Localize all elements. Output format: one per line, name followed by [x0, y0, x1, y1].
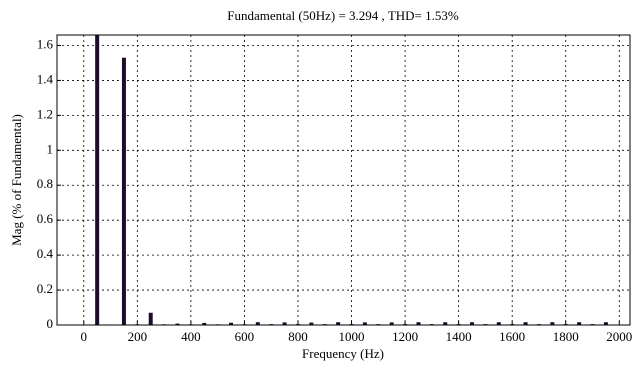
y-tick-label: 0.8: [37, 176, 53, 191]
x-tick-label: 1000: [339, 329, 365, 344]
bar: [362, 322, 367, 325]
bar: [282, 322, 287, 325]
bar: [496, 322, 501, 325]
x-tick-label: 400: [181, 329, 201, 344]
x-axis-label: Frequency (Hz): [302, 346, 384, 361]
bar: [603, 322, 608, 325]
plot-area: [57, 35, 630, 325]
bar: [443, 322, 448, 325]
x-tick-label: 1400: [446, 329, 472, 344]
bar: [336, 322, 341, 325]
bar: [470, 322, 475, 325]
chart-title: Fundamental (50Hz) = 3.294 , THD= 1.53%: [227, 8, 459, 23]
x-tick-label: 200: [128, 329, 148, 344]
bar: [121, 57, 126, 325]
bar: [95, 35, 100, 325]
x-tick-label: 800: [288, 329, 308, 344]
bar: [309, 322, 314, 325]
y-tick-label: 0.6: [37, 211, 54, 226]
x-tick-label: 0: [81, 329, 88, 344]
x-tick-label: 600: [235, 329, 255, 344]
x-tick-label: 1800: [553, 329, 579, 344]
y-axis-label: Mag (% of Fundamental): [9, 114, 24, 246]
bar: [229, 322, 234, 325]
bar: [202, 322, 207, 325]
bar: [550, 322, 555, 325]
y-tick-label: 0.4: [37, 246, 54, 261]
y-tick-label: 0.2: [37, 281, 53, 296]
bar: [175, 323, 180, 325]
bar: [577, 322, 582, 325]
bar: [523, 322, 528, 325]
y-tick-label: 1.6: [37, 36, 54, 51]
bar: [389, 322, 394, 325]
bar: [148, 312, 153, 325]
x-tick-label: 1600: [499, 329, 525, 344]
bar: [416, 322, 421, 325]
y-tick-label: 1.4: [37, 71, 54, 86]
x-tick-label: 2000: [606, 329, 632, 344]
axes-frame: [56, 34, 631, 326]
x-tick-label: 1200: [392, 329, 418, 344]
bar: [255, 322, 260, 325]
y-tick-label: 1: [47, 141, 54, 156]
y-tick-label: 1.2: [37, 106, 53, 121]
y-tick-label: 0: [47, 316, 54, 331]
